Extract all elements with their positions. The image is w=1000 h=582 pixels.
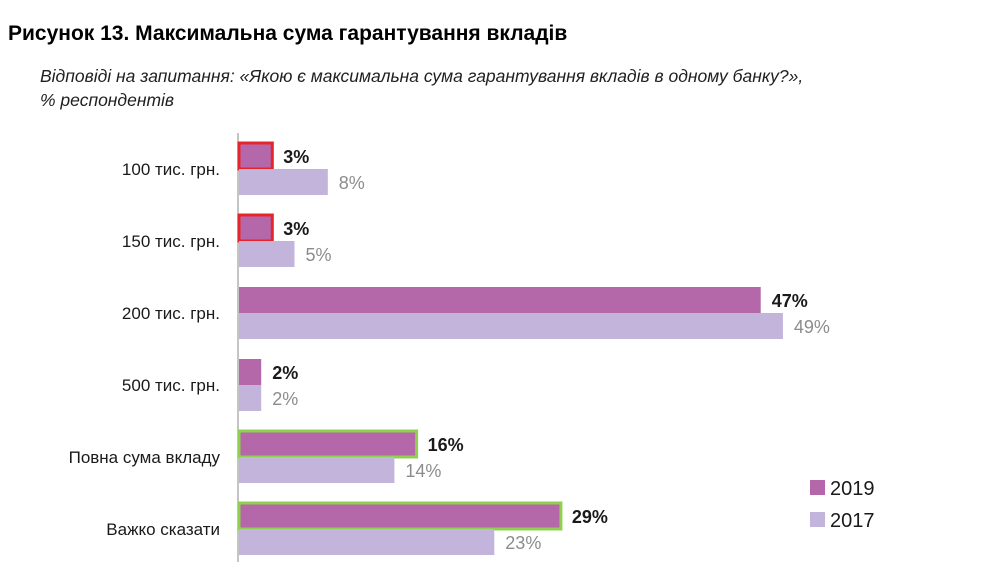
data-label-2019: 3%: [283, 219, 309, 239]
data-label-2017: 8%: [339, 173, 365, 193]
bar-2019: [237, 213, 274, 243]
category-label: 500 тис. грн.: [122, 376, 220, 395]
bar-2017: [239, 313, 783, 339]
subtitle-line-2: % респондентів: [40, 90, 175, 110]
category-label: 200 тис. грн.: [122, 304, 220, 323]
data-label-2019: 3%: [283, 147, 309, 167]
category-label: 150 тис. грн.: [122, 232, 220, 251]
bar-2019: [239, 359, 262, 385]
bar-2017: [239, 529, 495, 555]
data-label-2017: 49%: [794, 317, 830, 337]
bar-2017: [239, 457, 395, 483]
legend-label-2017: 2017: [830, 510, 875, 532]
bar-2019: [237, 141, 274, 171]
category-label: 100 тис. грн.: [122, 160, 220, 179]
data-label-2017: 5%: [306, 245, 332, 265]
category-label: Важко сказати: [106, 520, 220, 539]
category-label: Повна сума вкладу: [69, 448, 221, 467]
bar-2017: [239, 385, 262, 411]
legend-label-2019: 2019: [830, 478, 875, 500]
subtitle-line-1: Відповіді на запитання: «Якою є максимал…: [40, 66, 804, 86]
data-label-2017: 23%: [505, 533, 541, 553]
data-label-2019: 2%: [272, 363, 298, 383]
data-label-2019: 29%: [572, 507, 608, 527]
bar-2017: [239, 169, 328, 195]
legend-swatch-2017: [810, 512, 825, 527]
bar-2019: [239, 287, 761, 313]
bar-2019: [237, 429, 419, 459]
bar-2017: [239, 241, 295, 267]
chart-subtitle: Відповіді на запитання: «Якою є максимал…: [40, 64, 960, 112]
bar-2019: [237, 501, 563, 531]
chart-title: Рисунок 13. Максимальна сума гарантуванн…: [8, 22, 568, 45]
data-label-2019: 47%: [772, 291, 808, 311]
legend-swatch-2019: [810, 480, 825, 495]
data-label-2017: 2%: [272, 389, 298, 409]
data-label-2019: 16%: [428, 435, 464, 455]
data-label-2017: 14%: [405, 461, 441, 481]
